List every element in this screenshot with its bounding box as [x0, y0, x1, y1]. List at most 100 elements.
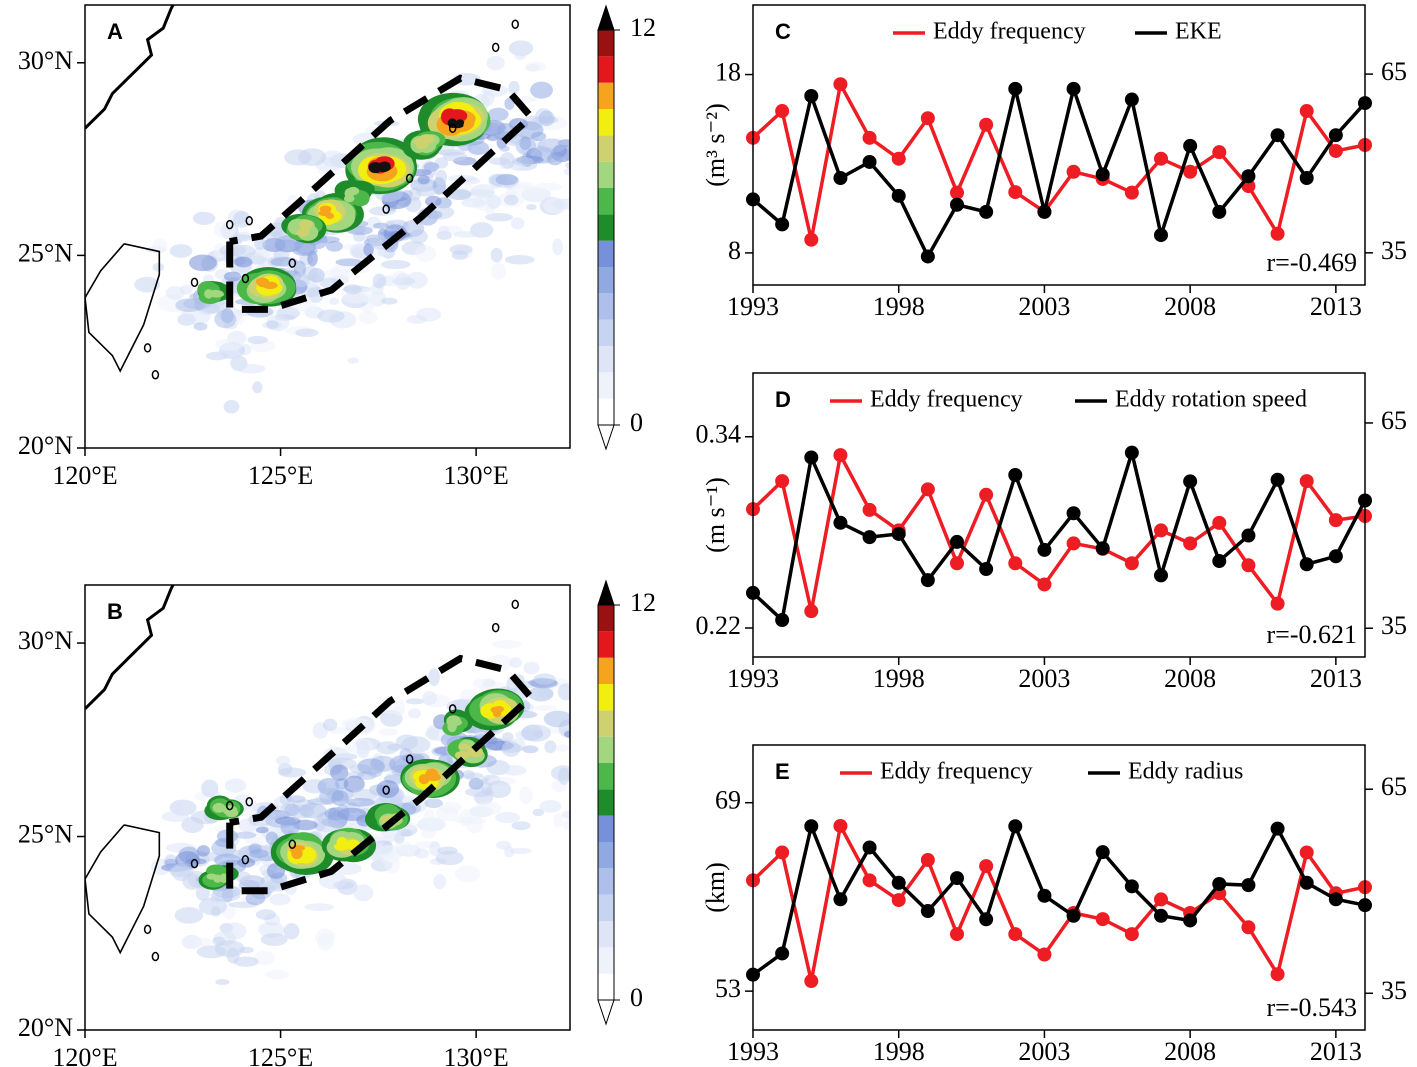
field-cell — [406, 271, 428, 289]
data-point — [775, 104, 790, 119]
colorbar-band — [598, 921, 614, 948]
data-point — [1037, 888, 1052, 903]
field-cell — [270, 257, 299, 267]
field-cell — [550, 765, 570, 781]
hot-cell — [296, 228, 310, 237]
field-cell — [253, 237, 267, 250]
data-point — [1241, 878, 1256, 893]
colorbar-tick-label: 0 — [630, 983, 643, 1012]
hot-cell — [490, 706, 504, 714]
data-point — [1037, 947, 1052, 962]
data-point — [1124, 556, 1139, 571]
colorbar-band — [598, 293, 614, 320]
field-cell — [414, 245, 437, 263]
y-tick-label: 0.22 — [696, 611, 742, 640]
field-cell — [455, 865, 481, 883]
field-cell — [417, 175, 430, 185]
field-cell — [561, 810, 570, 820]
data-point — [775, 845, 790, 860]
field-cell — [435, 805, 459, 822]
data-point — [1154, 908, 1168, 923]
field-cell — [165, 285, 185, 300]
field-cell — [331, 790, 349, 806]
data-point — [1037, 204, 1052, 219]
colorbar-frame — [597, 29, 615, 426]
x-tick-label: 130°E — [443, 1043, 508, 1067]
data-point — [979, 204, 994, 219]
data-point — [862, 873, 877, 888]
field-cell — [195, 885, 210, 901]
field-cell — [266, 320, 279, 329]
data-point — [1328, 892, 1343, 907]
field-cell — [486, 780, 512, 799]
x-tick-label: 125°E — [248, 461, 313, 490]
colorbar-frame — [597, 604, 615, 1001]
data-point — [891, 875, 906, 890]
coastline — [85, 5, 175, 130]
field-cell — [453, 231, 481, 238]
panel-label: A — [107, 19, 123, 44]
field-cell — [523, 661, 540, 675]
data-point — [775, 217, 790, 232]
colorbar-band — [598, 161, 614, 188]
field-cell — [499, 152, 516, 169]
x-tick-label: 120°E — [52, 461, 117, 490]
data-point — [891, 151, 906, 166]
field-cell — [562, 819, 570, 831]
field-cell — [395, 272, 411, 291]
field-cell — [502, 732, 514, 742]
series-line — [751, 820, 1366, 977]
colorbar-extend — [597, 999, 615, 1026]
hot-cell — [262, 281, 278, 290]
data-point — [979, 859, 994, 874]
x-tick-label: 2003 — [1018, 664, 1070, 693]
field-cell — [324, 807, 349, 821]
data-point — [775, 474, 790, 489]
data-point — [862, 154, 877, 169]
island — [151, 370, 160, 380]
hot-cell — [454, 750, 471, 760]
field-cell — [509, 847, 532, 854]
data-point — [1183, 913, 1198, 928]
y-tick-label: 0.34 — [696, 420, 742, 449]
data-point — [1008, 467, 1023, 482]
field-cell — [514, 52, 526, 60]
data-point — [920, 904, 935, 919]
field-cell — [492, 640, 522, 649]
field-cell — [420, 828, 437, 839]
field-cell — [304, 903, 335, 911]
field-cell — [406, 698, 425, 705]
x-tick-label: 125°E — [248, 1043, 313, 1067]
field-cell — [501, 740, 521, 757]
field-cell — [504, 97, 515, 110]
field-cell — [422, 691, 437, 706]
data-point — [950, 927, 964, 942]
field-cell — [237, 857, 256, 868]
colorbar-band — [598, 135, 614, 162]
field-cell — [358, 311, 379, 324]
field-cell — [533, 673, 556, 685]
data-point — [1066, 536, 1081, 551]
data-point — [1066, 908, 1081, 923]
field-cell — [278, 767, 307, 778]
field-cell — [461, 198, 487, 208]
field-cell — [537, 138, 566, 153]
field-cell — [234, 831, 257, 839]
field-cell — [372, 273, 387, 289]
x-tick-label: 2003 — [1018, 1037, 1070, 1066]
data-point — [920, 482, 935, 497]
data-point — [920, 249, 935, 264]
data-point — [920, 573, 935, 588]
field-cell — [490, 247, 503, 263]
colorbar-band — [598, 188, 614, 215]
colorbar-band — [598, 346, 614, 373]
data-point — [1212, 554, 1227, 569]
field-cell — [475, 801, 502, 816]
data-point — [1328, 513, 1343, 528]
colorbar-tick-label: 12 — [630, 588, 656, 617]
field-cell — [265, 831, 278, 845]
hot-cell — [375, 162, 391, 173]
hot-cell — [206, 873, 218, 880]
y2-tick-label: 65 — [1381, 406, 1407, 435]
field-cell — [555, 743, 569, 752]
